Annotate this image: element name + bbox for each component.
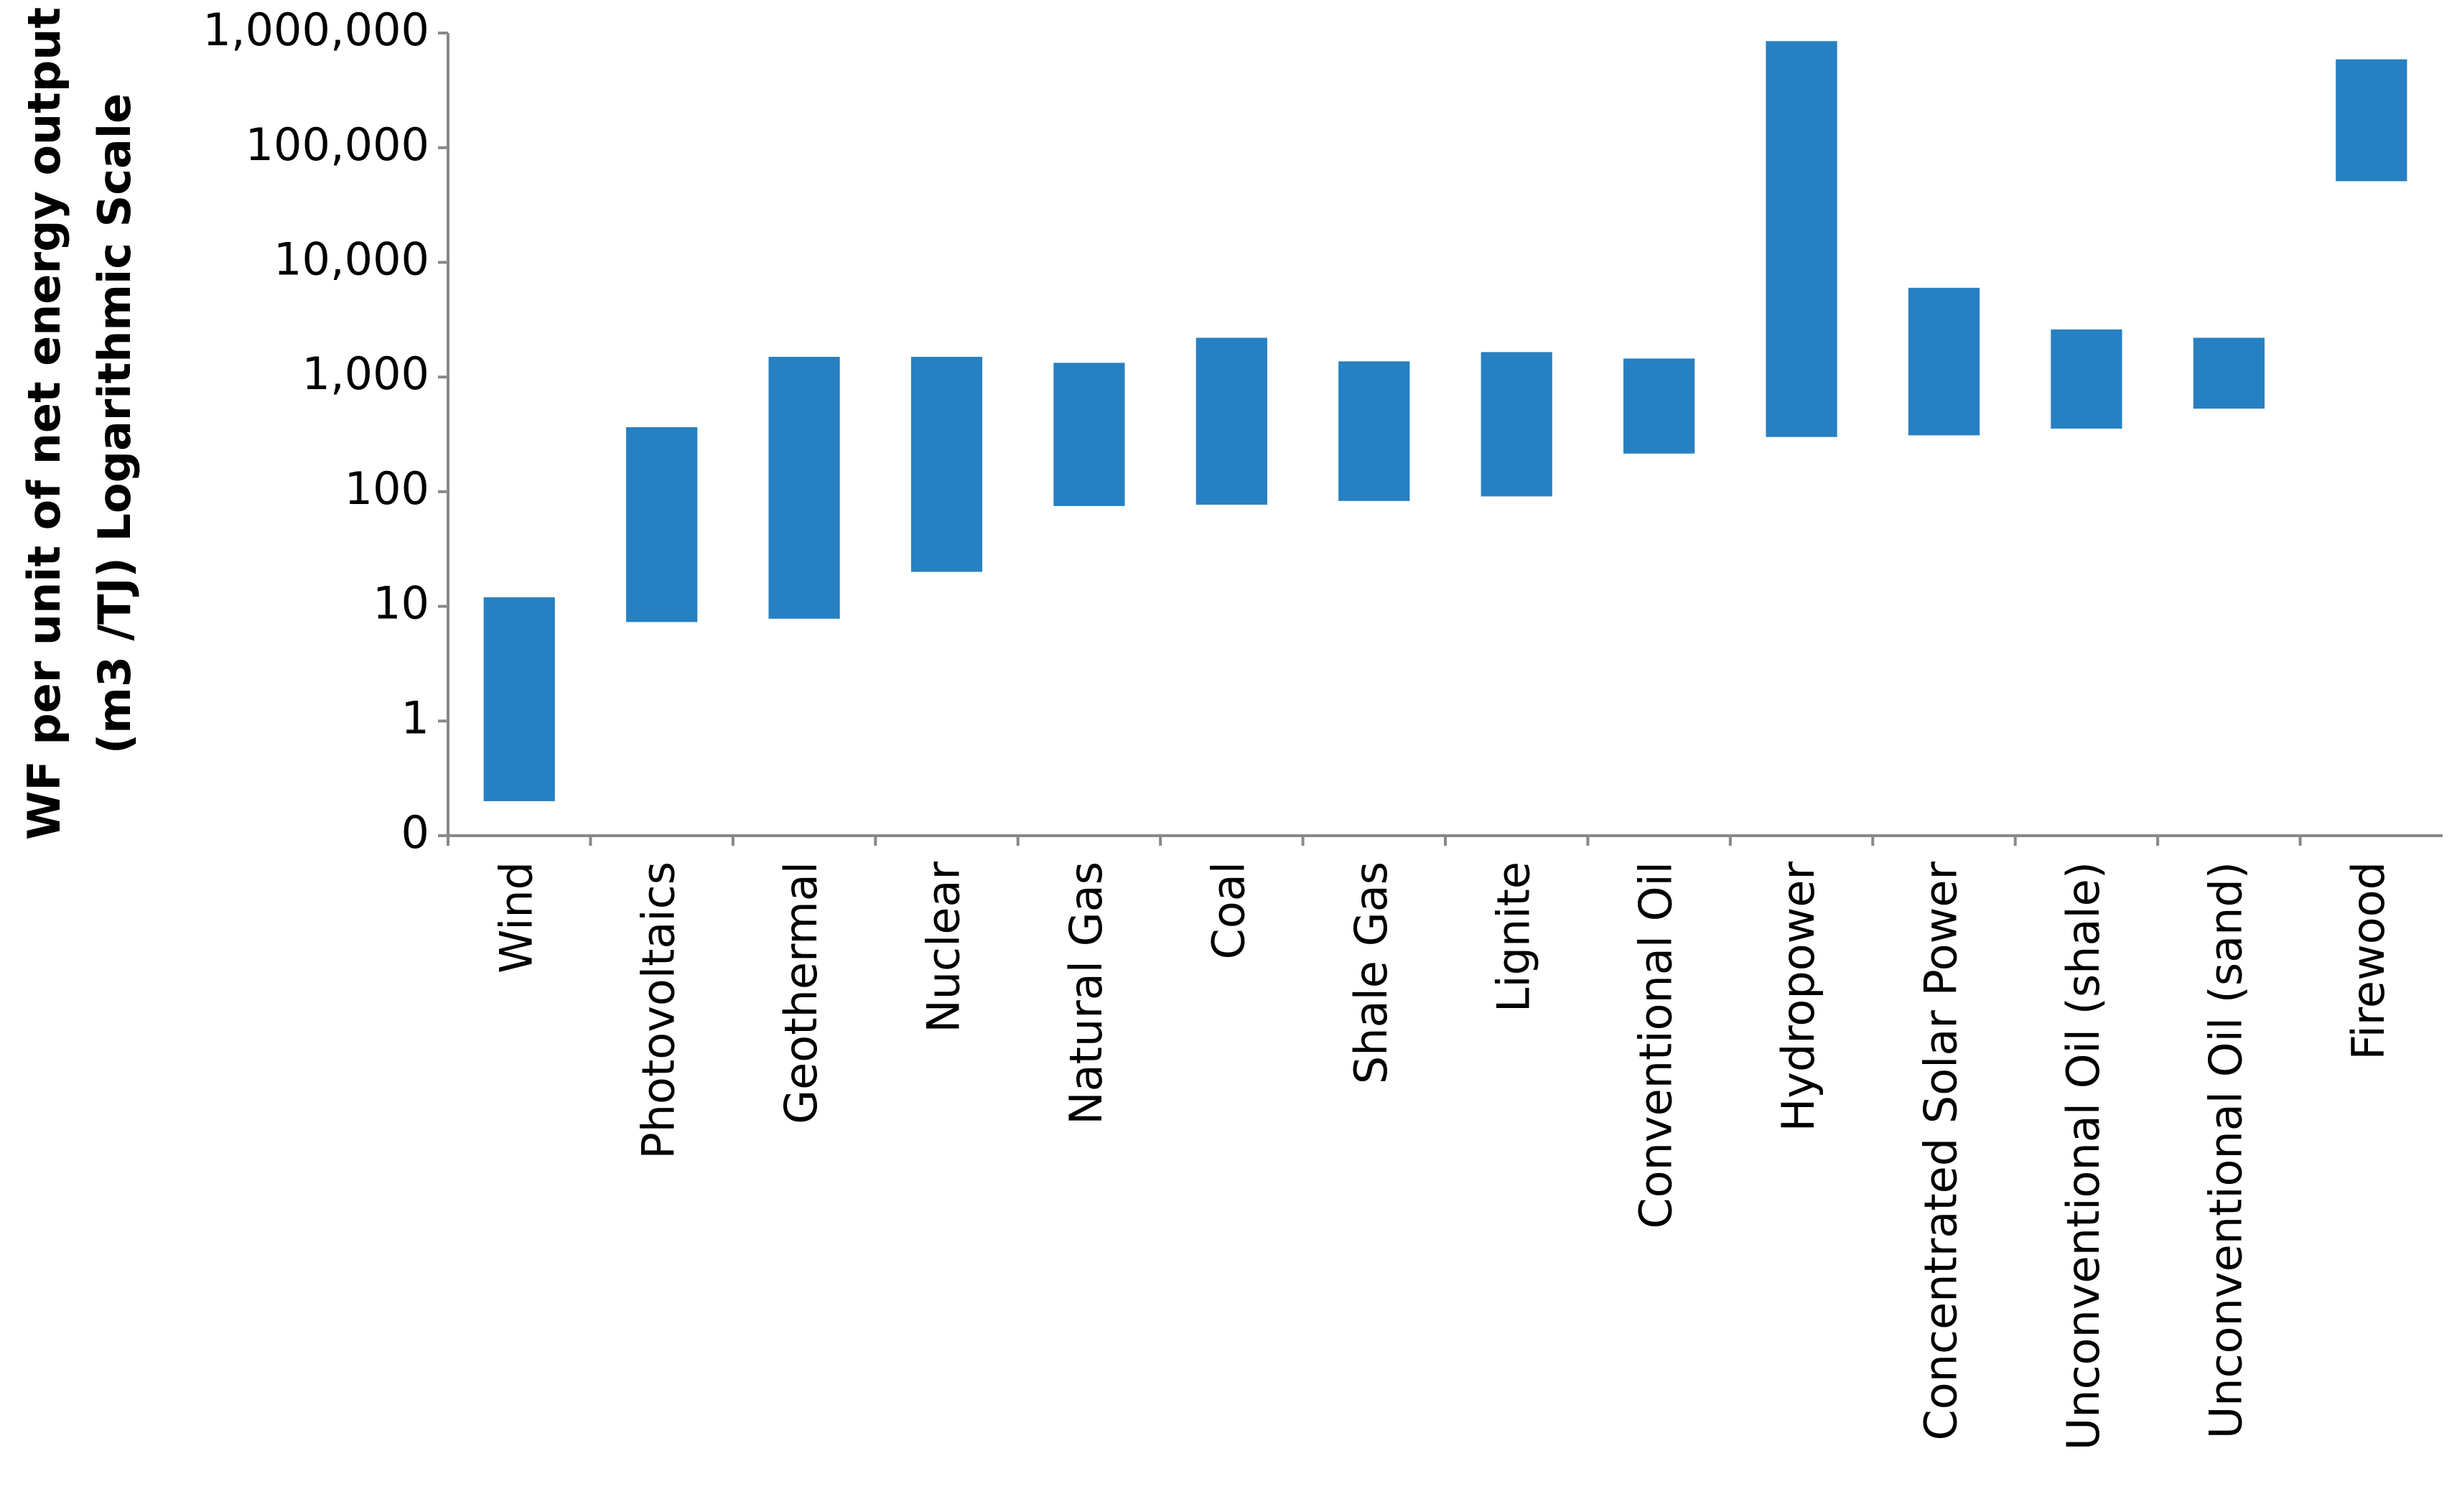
x-tick-label: Unconventional Oil (sand) [2199, 862, 2252, 1439]
y-tick-label: 100,000 [246, 118, 429, 171]
bar [626, 427, 698, 622]
bar [1623, 358, 1695, 454]
x-tick-label: Unconventional Oil (shale) [2057, 862, 2109, 1450]
bar [1481, 352, 1552, 497]
x-tick-label: Shale Gas [1345, 862, 1397, 1084]
bar [910, 357, 983, 572]
x-tick-label: Wind [490, 862, 542, 974]
x-tick-label: Firewood [2342, 862, 2395, 1060]
y-tick-label: 10 [373, 577, 429, 630]
y-tick-label: 100 [345, 462, 429, 515]
bar [1908, 287, 1980, 436]
bar [2051, 329, 2122, 429]
bar [768, 357, 840, 619]
x-tick-label: Coal [1202, 862, 1254, 959]
x-tick-label: Hydropower [1772, 861, 1824, 1131]
x-tick-label: Nuclear [918, 862, 970, 1033]
y-tick-label: 1,000 [302, 347, 430, 400]
y-axis-title: WF per unit of net energy output [18, 7, 70, 840]
y-tick-label: 0 [401, 806, 429, 859]
bar [2193, 337, 2265, 409]
x-tick-label: Conventional Oil [1630, 862, 1682, 1229]
bar [483, 597, 555, 801]
y-tick-label: 10,000 [274, 233, 429, 286]
bar [2336, 59, 2407, 182]
x-tick-label: Concentrated Solar Power [1915, 861, 1967, 1440]
bar [1338, 361, 1410, 501]
y-axis-title: (m3 /TJ) Logarithmic Scale [88, 93, 141, 754]
y-tick-label: 1,000,000 [202, 4, 429, 56]
x-tick-label: Geothermal [775, 862, 827, 1124]
x-tick-label: Natural Gas [1060, 862, 1112, 1125]
bar [1766, 41, 1837, 437]
bar [1195, 337, 1267, 505]
bar [1053, 363, 1125, 506]
x-tick-label: Photovoltaics [633, 862, 685, 1159]
y-tick-label: 1 [401, 691, 429, 744]
x-tick-label: Lignite [1487, 862, 1539, 1012]
